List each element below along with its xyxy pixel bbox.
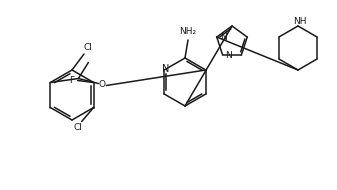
- Text: F: F: [69, 76, 74, 85]
- Text: N: N: [161, 64, 169, 74]
- Text: N: N: [225, 51, 232, 60]
- Text: NH₂: NH₂: [179, 28, 196, 36]
- Text: Cl: Cl: [73, 123, 82, 132]
- Text: NH: NH: [293, 17, 307, 26]
- Text: N: N: [220, 32, 226, 42]
- Text: Cl: Cl: [84, 44, 92, 52]
- Text: O: O: [99, 80, 106, 89]
